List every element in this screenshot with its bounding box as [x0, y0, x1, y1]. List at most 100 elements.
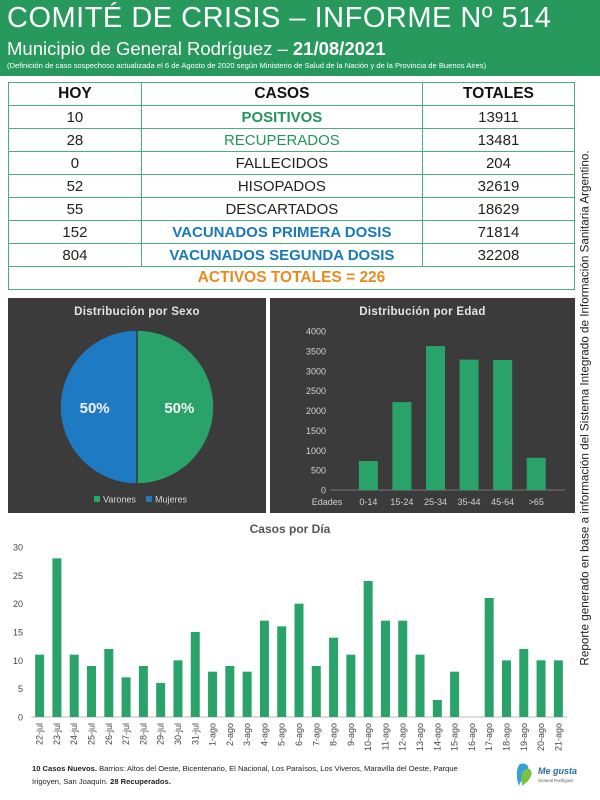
- age-x-tick: 35-44: [458, 497, 481, 507]
- daily-bar: [553, 660, 563, 717]
- neighborhoods-list: Barrios: Altos del Oeste, Bicentenario, …: [32, 764, 458, 786]
- cell-casos: VACUNADOS PRIMERA DOSIS: [140, 220, 423, 244]
- new-cases-count: 10 Casos Nuevos.: [32, 764, 97, 773]
- table-header-row: HOY CASOS TOTALES: [8, 82, 576, 106]
- activos-row: ACTIVOS TOTALES = 226: [8, 266, 575, 290]
- logo-text-main: Me gusta: [538, 766, 577, 776]
- source-note: Reporte generado en base a información d…: [578, 150, 592, 666]
- cases-table: HOY CASOS TOTALES 10 POSITIVOS 13911 28 …: [8, 82, 576, 290]
- daily-bar: [450, 671, 460, 717]
- daily-x-tick: 14-ago: [432, 723, 442, 751]
- daily-x-tick: 15-ago: [450, 723, 460, 751]
- age-x-tick: 25-34: [424, 497, 447, 507]
- cell-casos: POSITIVOS: [140, 105, 423, 129]
- daily-x-tick: 25-jul: [87, 723, 97, 745]
- age-y-tick: 1000: [306, 446, 326, 456]
- daily-chart-title: Casos por Día: [250, 522, 331, 536]
- daily-bar: [398, 620, 408, 717]
- daily-bar: [501, 660, 511, 717]
- daily-bar: [484, 598, 494, 717]
- daily-x-tick: 26-jul: [104, 723, 114, 745]
- daily-y-tick: 10: [13, 656, 23, 666]
- age-bar: [459, 359, 479, 490]
- daily-x-tick: 13-ago: [415, 723, 425, 751]
- daily-cases-chart: Casos por Día 0 5 10 15 20 25 30 22-jul 23-jul 24-…: [13, 522, 567, 751]
- cell-casos: RECUPERADOS: [140, 128, 423, 152]
- header-hoy: HOY: [8, 82, 142, 106]
- cell-hoy: 804: [8, 243, 142, 267]
- daily-bar: [380, 620, 390, 717]
- daily-bar: [363, 581, 373, 717]
- pie-chart: 50% 50% Varones Mujeres: [59, 329, 215, 505]
- cell-totales: 204: [421, 151, 576, 175]
- daily-x-tick: 1-ago: [208, 723, 218, 746]
- age-chart-title: Distribución por Edad: [359, 306, 486, 318]
- daily-x-tick: 8-ago: [329, 723, 339, 746]
- cell-totales: 32619: [421, 174, 576, 198]
- daily-y-tick: 0: [18, 713, 23, 723]
- age-bar: [526, 457, 546, 490]
- daily-bar: [259, 620, 269, 717]
- new-cases-note: 10 Casos Nuevos. Barrios: Altos del Oest…: [32, 762, 462, 788]
- daily-x-tick: 6-ago: [294, 723, 304, 746]
- daily-x-tick: 9-ago: [346, 723, 356, 746]
- cell-totales: 32208: [421, 243, 576, 267]
- daily-x-tick: 2-ago: [225, 723, 235, 746]
- sex-distribution-panel: Distribución por Sexo 50% 50% Varones Mujer…: [8, 298, 266, 513]
- table-row: 804 VACUNADOS SEGUNDA DOSIS 32208: [8, 243, 576, 267]
- daily-bar: [346, 654, 356, 717]
- cell-hoy: 28: [8, 128, 142, 152]
- me-gusta-logo: Me gusta General Rodríguez: [516, 763, 577, 786]
- age-bar-chart: 0 500 1000 1500 2000 2500 3000 3500 4000 Edades 0-…: [306, 327, 565, 507]
- age-y-tick: 3500: [306, 346, 326, 356]
- cell-hoy: 152: [8, 220, 142, 244]
- age-x-tick: >65: [529, 497, 544, 507]
- table-row: 0 FALLECIDOS 204: [8, 151, 576, 175]
- age-bar: [426, 346, 445, 490]
- logo-text-sub: General Rodríguez: [538, 778, 573, 783]
- pie-label-varones: 50%: [164, 400, 194, 417]
- daily-bar: [104, 649, 114, 717]
- pie-chart-title: Distribución por Sexo: [74, 306, 200, 318]
- daily-y-tick: 30: [13, 543, 23, 553]
- activos-total: ACTIVOS TOTALES = 226: [8, 266, 575, 290]
- daily-x-tick: 18-ago: [501, 723, 511, 751]
- legend-label-varones: Varones: [103, 495, 136, 505]
- daily-bar: [156, 683, 166, 717]
- age-bar: [358, 460, 378, 490]
- pie-label-mujeres: 50%: [80, 400, 110, 417]
- cell-totales: 13481: [421, 128, 576, 152]
- daily-bar: [52, 558, 62, 717]
- table-row: 52 HISOPADOS 32619: [8, 174, 576, 198]
- daily-y-tick: 25: [13, 571, 23, 581]
- daily-bar: [190, 632, 200, 717]
- daily-bar: [173, 660, 183, 717]
- cell-hoy: 55: [8, 197, 142, 221]
- daily-bar: [138, 666, 148, 717]
- daily-bar: [294, 603, 304, 717]
- daily-bar: [208, 671, 218, 717]
- daily-bar: [277, 626, 287, 717]
- legend-swatch-mujeres: [146, 496, 152, 502]
- report-title: COMITÉ DE CRISIS – INFORME Nº 514: [7, 2, 552, 34]
- daily-x-tick: 23-jul: [52, 723, 62, 745]
- daily-bar: [536, 660, 546, 717]
- age-x-label: Edades: [312, 497, 343, 507]
- cell-casos: DESCARTADOS: [140, 197, 423, 221]
- daily-x-tick: 17-ago: [484, 723, 494, 751]
- cell-casos: VACUNADOS SEGUNDA DOSIS: [140, 243, 423, 267]
- daily-x-tick: 27-jul: [121, 723, 131, 745]
- age-y-tick: 3000: [306, 366, 326, 376]
- daily-y-tick: 15: [13, 628, 23, 638]
- cell-totales: 18629: [421, 197, 576, 221]
- age-y-tick: 4000: [306, 327, 326, 337]
- cell-totales: 13911: [421, 105, 576, 129]
- report-header: COMITÉ DE CRISIS – INFORME Nº 514 Munici…: [0, 0, 600, 76]
- table-row: 10 POSITIVOS 13911: [8, 105, 576, 129]
- age-y-tick: 2000: [306, 406, 326, 416]
- daily-x-tick: 11-ago: [380, 723, 390, 750]
- daily-x-tick: 28-jul: [138, 723, 148, 745]
- daily-x-tick: 24-jul: [69, 723, 79, 745]
- age-distribution-panel: Distribución por Edad 0 500 1000 1500 2000 25…: [270, 298, 575, 513]
- daily-bar: [121, 677, 131, 717]
